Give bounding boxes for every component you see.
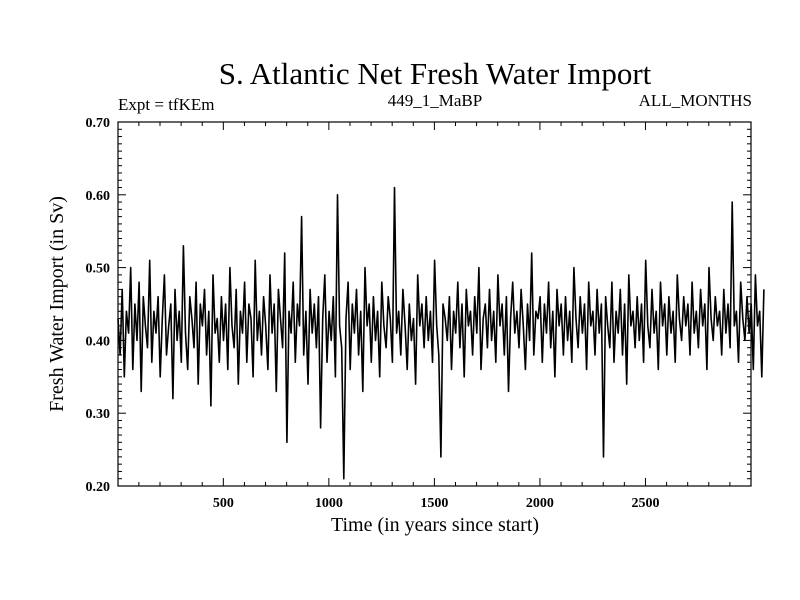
series-line-1 <box>117 186 765 480</box>
experiment-label: Expt = tfKEm <box>118 95 214 114</box>
y-tick-label: 0.50 <box>86 262 111 277</box>
y-tick-label: 0.70 <box>86 116 111 131</box>
x-tick-label: 500 <box>213 496 234 511</box>
months-label: ALL_MONTHS <box>639 91 752 110</box>
x-tick-label: 2000 <box>526 496 554 511</box>
chart-title: S. Atlantic Net Fresh Water Import <box>219 56 652 91</box>
x-axis-title: Time (in years since start) <box>331 514 539 536</box>
y-tick-label: 0.60 <box>86 189 111 204</box>
run-label: 449_1_MaBP <box>388 91 482 110</box>
x-tick-label: 2500 <box>631 496 659 511</box>
y-tick-label: 0.40 <box>86 334 111 349</box>
y-tick-label: 0.20 <box>86 480 111 495</box>
y-axis-title: Fresh Water Import (in Sv) <box>46 196 68 412</box>
x-tick-label: 1000 <box>315 496 343 511</box>
y-tick-label: 0.30 <box>86 407 111 422</box>
x-tick-label: 1500 <box>420 496 448 511</box>
